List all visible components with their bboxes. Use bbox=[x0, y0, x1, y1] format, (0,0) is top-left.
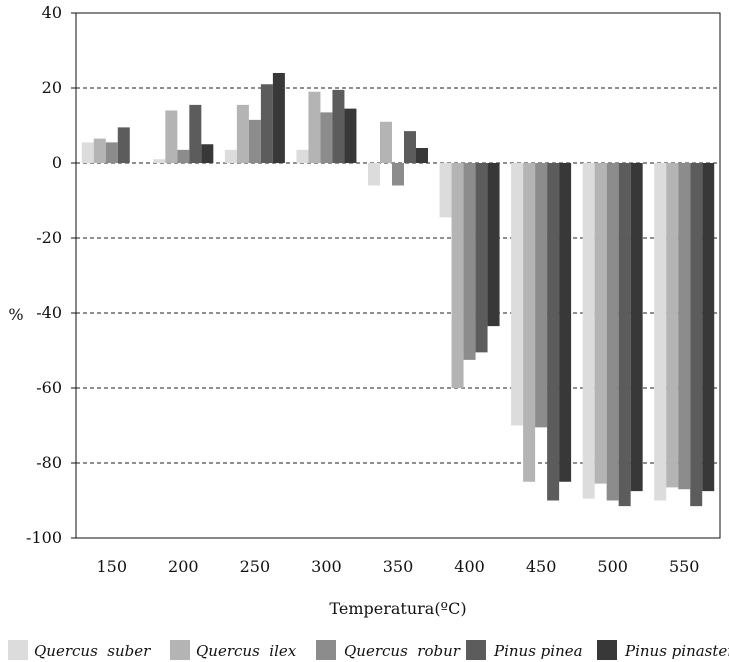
y-tick-label: 0 bbox=[52, 153, 62, 172]
legend-swatch-3 bbox=[316, 640, 336, 660]
bar-300-series-2 bbox=[308, 91, 321, 163]
y-tick-label: -100 bbox=[26, 528, 62, 547]
bar-300-series-1 bbox=[296, 149, 309, 163]
y-tick-label: -40 bbox=[36, 303, 62, 322]
bar-250-series-4 bbox=[260, 84, 273, 163]
y-tick-label: -20 bbox=[36, 228, 62, 247]
bar-450-series-4 bbox=[547, 163, 560, 501]
bar-450-series-5 bbox=[559, 163, 572, 482]
x-axis-ticks: 150 200 250 300 350 400 450 500 550 bbox=[97, 557, 700, 576]
y-tick-label: 40 bbox=[42, 3, 62, 22]
x-axis-label: Temperatura(ºC) bbox=[329, 599, 466, 618]
bar-300-series-5 bbox=[344, 108, 357, 163]
x-tick-label-350: 350 bbox=[383, 557, 414, 576]
legend-swatch-1 bbox=[8, 640, 28, 660]
bar-400-series-3 bbox=[463, 163, 476, 360]
y-tick-label: 20 bbox=[42, 78, 62, 97]
bar-400-series-4 bbox=[475, 163, 488, 353]
bar-500-series-4 bbox=[618, 163, 631, 507]
x-tick-label-450: 450 bbox=[526, 557, 557, 576]
bar-200-series-5 bbox=[201, 144, 214, 163]
bar-400-series-2 bbox=[451, 163, 464, 388]
bar-200-series-2 bbox=[165, 110, 178, 163]
y-axis-ticks: 40 20 0 -20 -40 -60 -80 -100 bbox=[26, 3, 76, 547]
bar-400-series-5 bbox=[487, 163, 500, 327]
bars bbox=[81, 73, 715, 507]
bar-500-series-3 bbox=[606, 163, 619, 501]
bar-550-series-2 bbox=[666, 163, 679, 488]
bar-150-series-1 bbox=[81, 142, 94, 163]
bar-500-series-1 bbox=[582, 163, 595, 499]
bar-150-series-3 bbox=[105, 142, 118, 163]
legend: Quercus suber Quercus ilex Quercus robur Pi… bbox=[8, 640, 729, 660]
x-tick-label-400: 400 bbox=[454, 557, 485, 576]
bar-200-series-3 bbox=[177, 149, 190, 163]
bar-350-series-4 bbox=[404, 131, 416, 163]
bar-150-series-4 bbox=[117, 127, 130, 163]
x-tick-label-200: 200 bbox=[168, 557, 199, 576]
bar-300-series-4 bbox=[332, 89, 345, 163]
bar-550-series-5 bbox=[702, 163, 715, 492]
bar-250-series-1 bbox=[224, 149, 237, 163]
x-tick-label-300: 300 bbox=[311, 557, 342, 576]
bar-450-series-3 bbox=[535, 163, 548, 428]
legend-swatch-2 bbox=[170, 640, 190, 660]
bar-200-series-4 bbox=[189, 104, 202, 163]
bar-550-series-1 bbox=[654, 163, 667, 501]
y-tick-label: -80 bbox=[36, 453, 62, 472]
legend-swatch-5 bbox=[597, 640, 617, 660]
x-tick-label-500: 500 bbox=[597, 557, 628, 576]
bar-350-series-1 bbox=[368, 163, 380, 186]
legend-label-1: Quercus suber bbox=[34, 642, 151, 660]
bar-550-series-4 bbox=[690, 163, 703, 507]
bar-500-series-2 bbox=[594, 163, 607, 484]
bar-350-series-5 bbox=[416, 148, 428, 163]
legend-swatch-4 bbox=[466, 640, 486, 660]
y-axis-label: % bbox=[8, 305, 23, 324]
plot-frame bbox=[75, 12, 721, 539]
bar-250-series-2 bbox=[236, 104, 249, 163]
bar-350-series-3 bbox=[392, 163, 404, 186]
bar-450-series-1 bbox=[511, 163, 524, 426]
legend-label-3: Quercus robur bbox=[344, 642, 461, 660]
bar-450-series-2 bbox=[523, 163, 536, 482]
bar-300-series-3 bbox=[320, 112, 333, 163]
legend-label-5: Pinus pinaster bbox=[624, 642, 729, 660]
y-tick-label: -60 bbox=[36, 378, 62, 397]
bar-250-series-3 bbox=[248, 119, 261, 163]
bar-350-series-2 bbox=[380, 121, 392, 163]
x-tick-label-550: 550 bbox=[669, 557, 700, 576]
x-tick-label-150: 150 bbox=[97, 557, 128, 576]
legend-label-4: Pinus pinea bbox=[493, 642, 583, 660]
bar-200-series-1 bbox=[153, 159, 166, 163]
x-tick-label-250: 250 bbox=[240, 557, 271, 576]
bar-500-series-5 bbox=[630, 163, 643, 492]
bar-550-series-3 bbox=[678, 163, 691, 490]
bar-150-series-2 bbox=[93, 138, 106, 163]
bar-400-series-1 bbox=[439, 163, 452, 218]
bar-250-series-5 bbox=[272, 73, 285, 163]
legend-label-2: Quercus ilex bbox=[196, 642, 297, 660]
